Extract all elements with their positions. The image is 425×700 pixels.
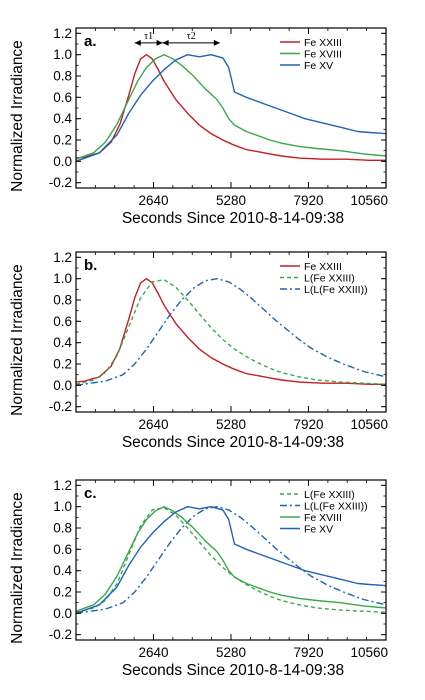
legend-entry: L(L(Fe XXIII)): [304, 284, 368, 296]
y-tick-label: 1.0: [53, 499, 72, 514]
y-axis-label: Normalized Irradiance: [9, 492, 26, 644]
y-tick-label: 0.2: [53, 133, 72, 148]
legend-entry: L(L(Fe XXIII)): [304, 500, 368, 512]
y-tick-label: 0.0: [53, 606, 72, 621]
y-tick-label: 0.2: [53, 585, 72, 600]
annotation-tau2: τ2: [187, 31, 196, 42]
chart-panel-1: -0.2 0.0 0.2 0.4 0.6 0.8 1.0 1.2 2640 5280 7920 105…: [9, 26, 388, 227]
x-tick-label: 10560: [350, 645, 388, 660]
x-tick-label: 5280: [216, 193, 246, 208]
y-tick-label: -0.2: [49, 627, 72, 642]
y-axis-label: Normalized Irradiance: [9, 40, 26, 192]
series-line-l-fe-xxiii-: [76, 507, 386, 613]
x-tick-label: 5280: [216, 417, 246, 432]
series-line-l-l-fe-xxiii-: [76, 278, 386, 386]
y-tick-label: 0.6: [53, 90, 72, 105]
x-axis-label: Seconds Since 2010-8-14-09:38: [122, 434, 344, 451]
y-tick-label: 1.0: [53, 271, 72, 286]
y-tick-label: 0.0: [53, 378, 72, 393]
x-tick-label: 7920: [293, 417, 323, 432]
legend-entry: Fe XVIII: [304, 48, 342, 60]
chart-panel-2: -0.2 0.0 0.2 0.4 0.6 0.8 1.0 1.2 2640 5280 7920 105…: [9, 250, 388, 451]
y-tick-label: 0.0: [53, 154, 72, 169]
y-tick-label: 0.8: [53, 69, 72, 84]
y-tick-label: 1.0: [53, 47, 72, 62]
panel-label: b.: [84, 257, 97, 274]
tau2-arrow-head-left: [162, 39, 169, 46]
series-line-fe-xviii: [76, 506, 386, 612]
series-line-l-l-fe-xxiii-: [76, 506, 386, 614]
series-line-fe-xv: [76, 54, 386, 162]
y-tick-label: -0.2: [49, 175, 72, 190]
legend-entry: L(Fe XXIII): [304, 272, 355, 284]
legend-entry: Fe XXIII: [304, 37, 342, 49]
y-axis-label: Normalized Irradiance: [9, 264, 26, 416]
tau1-arrow-head-left: [134, 39, 141, 46]
legend-entry: Fe XV: [304, 60, 333, 72]
series-line-fe-xxiii: [76, 54, 386, 162]
y-tick-label: 0.4: [53, 563, 72, 578]
legend-entry: Fe XV: [304, 523, 333, 535]
y-tick-label: 0.8: [53, 293, 72, 308]
series-line-fe-xv: [76, 506, 386, 614]
y-tick-label: 1.2: [53, 250, 72, 265]
x-tick-label: 7920: [293, 193, 323, 208]
chart-panel-3: -0.2 0.0 0.2 0.4 0.6 0.8 1.0 1.2 2640 5280 7920 105…: [9, 478, 388, 679]
x-axis-label: Seconds Since 2010-8-14-09:38: [122, 210, 344, 227]
x-tick-label: 10560: [350, 417, 388, 432]
x-tick-label: 7920: [293, 645, 323, 660]
y-tick-label: 0.8: [53, 521, 72, 536]
y-tick-label: 0.4: [53, 335, 72, 350]
series-line-fe-xxiii: [76, 278, 386, 385]
tau1-arrow-head-right: [156, 39, 163, 46]
x-axis-label: Seconds Since 2010-8-14-09:38: [122, 662, 344, 679]
y-tick-label: 0.2: [53, 357, 72, 372]
panel-label: a.: [84, 33, 97, 50]
y-tick-label: 0.6: [53, 314, 72, 329]
panel-label: c.: [84, 485, 97, 502]
legend-entry: L(Fe XXIII): [304, 489, 355, 501]
y-tick-label: 1.2: [53, 478, 72, 493]
legend-entry: Fe XXIII: [304, 261, 342, 273]
annotation-tau1: τ1: [144, 31, 153, 42]
x-tick-label: 5280: [216, 645, 246, 660]
series-line-l-fe-xxiii-: [76, 279, 386, 385]
series-line-fe-xviii: [76, 54, 386, 160]
x-tick-label: 2640: [138, 193, 168, 208]
y-tick-label: 0.4: [53, 111, 72, 126]
tau2-arrow-head-right: [213, 39, 220, 46]
x-tick-label: 2640: [138, 645, 168, 660]
x-tick-label: 2640: [138, 417, 168, 432]
x-tick-label: 10560: [350, 193, 388, 208]
y-tick-label: 1.2: [53, 26, 72, 41]
y-tick-label: 0.6: [53, 542, 72, 557]
legend-entry: Fe XVIII: [304, 512, 342, 524]
y-tick-label: -0.2: [49, 399, 72, 414]
